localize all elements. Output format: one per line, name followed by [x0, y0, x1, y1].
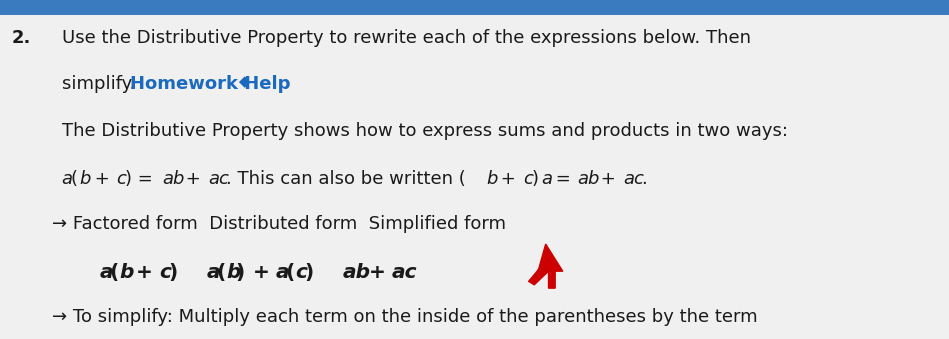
Text: a: a [62, 170, 73, 187]
Text: c: c [117, 170, 126, 187]
Text: +: + [180, 170, 207, 187]
Text: c: c [295, 263, 307, 282]
Text: .: . [641, 170, 646, 187]
Text: ac: ac [208, 170, 229, 187]
Bar [0, 0, 949, 15]
Text: b: b [226, 263, 240, 282]
Text: (: ( [286, 263, 294, 282]
Text: (: ( [70, 170, 78, 187]
Text: ac: ac [392, 263, 418, 282]
Text: a: a [541, 170, 552, 187]
Text: (: ( [215, 263, 225, 282]
Text: Homework Help: Homework Help [130, 75, 290, 93]
Text: ) =: ) = [125, 170, 158, 187]
Text: ab: ab [162, 170, 185, 187]
Text: +: + [362, 263, 393, 282]
Text: c: c [523, 170, 532, 187]
Text: b: b [120, 263, 134, 282]
Text: 2.: 2. [11, 29, 30, 47]
Text: Use the Distributive Property to rewrite each of the expressions below. Then: Use the Distributive Property to rewrite… [62, 29, 751, 47]
Text: +: + [246, 263, 276, 282]
Text: b: b [486, 170, 497, 187]
Text: ): ) [168, 263, 177, 282]
Text: The Distributive Property shows how to express sums and products in two ways:: The Distributive Property shows how to e… [62, 122, 788, 140]
Text: ac: ac [623, 170, 644, 187]
Text: → Factored form  Distributed form  Simplified form: → Factored form Distributed form Simplif… [52, 215, 506, 233]
Text: . This can also be written (: . This can also be written ( [226, 170, 466, 187]
Text: =: = [549, 170, 576, 187]
Text: a: a [206, 263, 220, 282]
Text: ): ) [531, 170, 539, 187]
Text: ab: ab [578, 170, 600, 187]
Text: +: + [88, 170, 115, 187]
Text: a: a [100, 263, 113, 282]
Text: +: + [495, 170, 522, 187]
Text: +: + [595, 170, 622, 187]
Text: ): ) [305, 263, 314, 282]
Text: ): ) [235, 263, 245, 282]
Text: simplify.: simplify. [62, 75, 140, 93]
Text: ◆: ◆ [234, 75, 251, 89]
Text: a: a [275, 263, 289, 282]
Text: (: ( [109, 263, 119, 282]
Text: +: + [129, 263, 159, 282]
Polygon shape [529, 244, 563, 288]
Text: c: c [158, 263, 171, 282]
Text: b: b [80, 170, 91, 187]
Text: → To simplify: Multiply each term on the inside of the parentheses by the term: → To simplify: Multiply each term on the… [52, 308, 758, 326]
Text: ab: ab [343, 263, 371, 282]
